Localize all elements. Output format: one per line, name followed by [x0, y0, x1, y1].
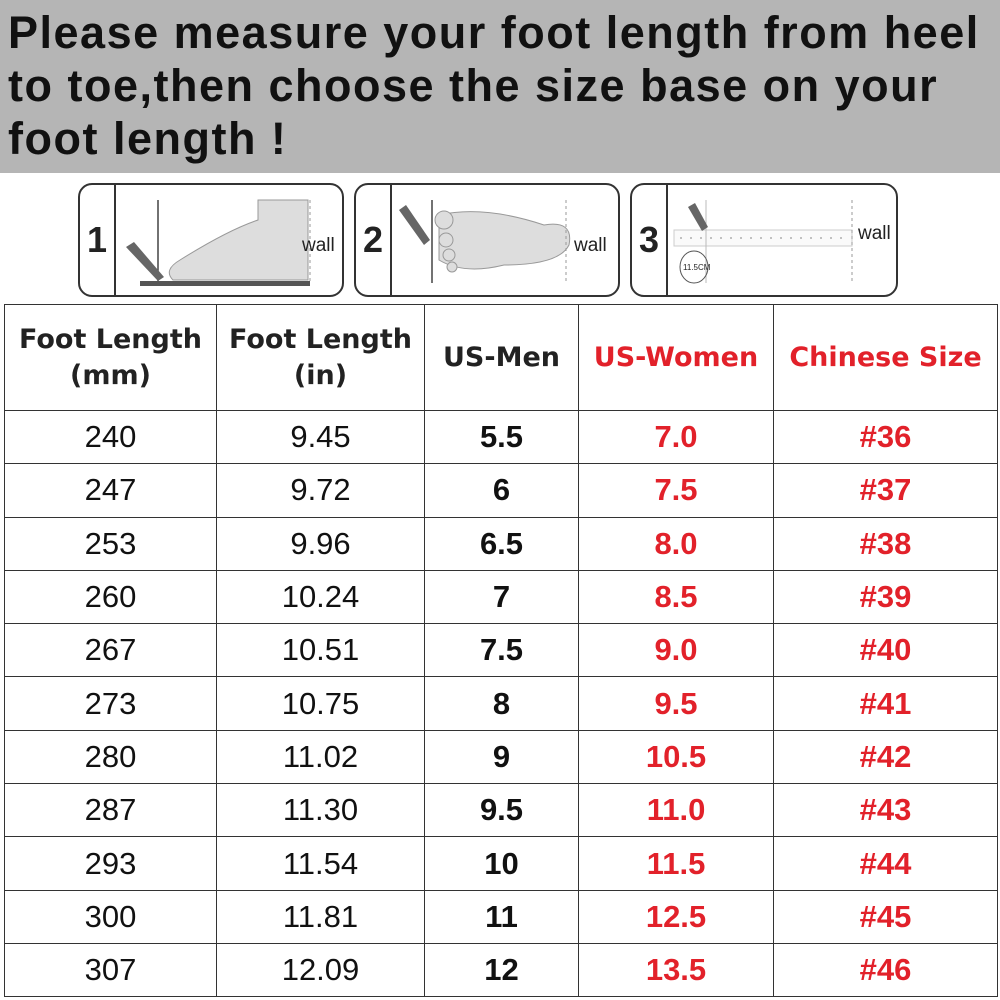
table-row: 240 9.45 5.5 7.0 #36 [4, 409, 998, 465]
ruler-icon [673, 200, 853, 284]
header-foot-length-in: Foot Length (in) [216, 304, 425, 411]
table-row: 280 11.02 9 10.5 #42 [4, 729, 998, 785]
cell-chinese-size: #44 [773, 836, 998, 891]
cell-chinese-size: #37 [773, 463, 998, 518]
foot-side-icon [126, 199, 311, 286]
table-row: 273 10.75 8 9.5 #41 [4, 676, 998, 731]
table-row: 287 11.30 9.5 11.0 #43 [4, 783, 998, 838]
table-row: 253 9.96 6.5 8.0 #38 [4, 516, 998, 571]
table-row: 300 11.81 11 12.5 #45 [4, 889, 998, 944]
header-chinese-size: Chinese Size [773, 304, 998, 411]
cell-foot-length-mm: 273 [4, 676, 217, 731]
table-row: 260 10.24 7 8.5 #39 [4, 569, 998, 625]
step-2-panel: 2 wall [354, 183, 620, 297]
table-row: 247 9.72 6 7.5 #37 [4, 463, 998, 518]
cell-foot-length-mm: 280 [4, 729, 217, 785]
cell-us-men: 6.5 [424, 516, 579, 571]
cell-foot-length-mm: 253 [4, 516, 217, 571]
cell-foot-length-mm: 260 [4, 569, 217, 625]
cell-foot-length-in: 10.75 [216, 676, 425, 731]
cell-foot-length-mm: 287 [4, 783, 217, 838]
cell-us-women: 13.5 [578, 942, 774, 998]
cell-foot-length-in: 10.24 [216, 569, 425, 625]
instruction-banner: Please measure your foot length from hee… [0, 0, 1000, 173]
cell-us-men: 12 [424, 942, 579, 998]
cell-foot-length-in: 11.30 [216, 783, 425, 838]
step-number: 3 [632, 185, 668, 295]
table-row: 293 11.54 10 11.5 #44 [4, 836, 998, 891]
cell-chinese-size: #45 [773, 889, 998, 944]
step-number: 2 [356, 185, 392, 295]
cell-foot-length-mm: 267 [4, 623, 217, 678]
cell-us-men: 6 [424, 463, 579, 518]
step-3-panel: 3 11.5CM wall [630, 183, 898, 297]
cell-foot-length-in: 11.02 [216, 729, 425, 785]
foot-top-icon [399, 200, 571, 283]
header-us-women: US-Women [578, 304, 774, 411]
cell-us-men: 11 [424, 889, 579, 944]
cell-foot-length-in: 9.72 [216, 463, 425, 518]
cell-chinese-size: #41 [773, 676, 998, 731]
cell-us-women: 8.5 [578, 569, 774, 625]
cell-chinese-size: #42 [773, 729, 998, 785]
cell-foot-length-in: 12.09 [216, 942, 425, 998]
cell-foot-length-in: 11.54 [216, 836, 425, 891]
cell-foot-length-in: 10.51 [216, 623, 425, 678]
cell-foot-length-in: 9.45 [216, 409, 425, 465]
table-header-row: Foot Length (mm) Foot Length (in) US-Men… [4, 304, 998, 411]
cell-chinese-size: #40 [773, 623, 998, 678]
cell-foot-length-in: 9.96 [216, 516, 425, 571]
cell-us-men: 7.5 [424, 623, 579, 678]
cell-chinese-size: #46 [773, 942, 998, 998]
cell-foot-length-mm: 247 [4, 463, 217, 518]
measurement-steps: 1 wall 2 wall 3 [78, 183, 898, 297]
cell-chinese-size: #39 [773, 569, 998, 625]
cell-foot-length-in: 11.81 [216, 889, 425, 944]
cell-us-men: 8 [424, 676, 579, 731]
cell-foot-length-mm: 240 [4, 409, 217, 465]
cell-us-women: 10.5 [578, 729, 774, 785]
cell-us-men: 9 [424, 729, 579, 785]
cell-us-women: 9.5 [578, 676, 774, 731]
header-us-men: US-Men [424, 304, 579, 411]
step-1-panel: 1 wall [78, 183, 344, 297]
ruler-label: 11.5CM [683, 263, 711, 272]
wall-label: wall [302, 235, 335, 256]
cell-us-men: 5.5 [424, 409, 579, 465]
cell-chinese-size: #43 [773, 783, 998, 838]
wall-label: wall [574, 235, 607, 256]
cell-us-men: 9.5 [424, 783, 579, 838]
size-chart-table: Foot Length (mm) Foot Length (in) US-Men… [4, 304, 998, 998]
cell-chinese-size: #36 [773, 409, 998, 465]
cell-us-men: 10 [424, 836, 579, 891]
cell-us-women: 11.0 [578, 783, 774, 838]
cell-us-women: 8.0 [578, 516, 774, 571]
table-row: 307 12.09 12 13.5 #46 [4, 942, 998, 998]
header-foot-length-mm: Foot Length (mm) [4, 304, 217, 411]
cell-foot-length-mm: 293 [4, 836, 217, 891]
table-row: 267 10.51 7.5 9.0 #40 [4, 623, 998, 678]
cell-us-men: 7 [424, 569, 579, 625]
cell-us-women: 7.0 [578, 409, 774, 465]
step-number: 1 [80, 185, 116, 295]
wall-label: wall [858, 223, 891, 244]
cell-foot-length-mm: 300 [4, 889, 217, 944]
cell-us-women: 9.0 [578, 623, 774, 678]
cell-chinese-size: #38 [773, 516, 998, 571]
cell-us-women: 11.5 [578, 836, 774, 891]
cell-foot-length-mm: 307 [4, 942, 217, 998]
cell-us-women: 7.5 [578, 463, 774, 518]
cell-us-women: 12.5 [578, 889, 774, 944]
